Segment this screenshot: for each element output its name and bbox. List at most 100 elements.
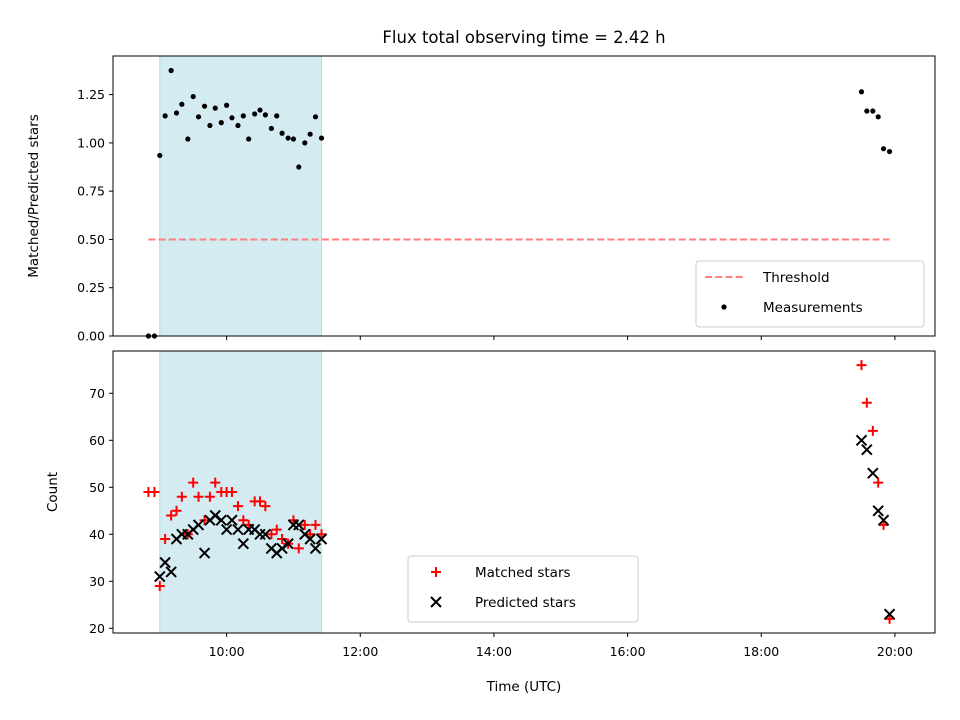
data-point — [220, 523, 233, 536]
data-point — [201, 103, 208, 109]
y-tick-label: 40 — [89, 527, 105, 542]
data-point — [149, 487, 160, 497]
data-point — [856, 360, 867, 371]
data-point — [312, 114, 319, 120]
x-tick-label: 12:00 — [342, 644, 378, 659]
data-point — [204, 491, 215, 502]
x-axis-label: Time (UTC) — [486, 679, 562, 695]
data-point — [252, 111, 258, 117]
data-point — [855, 434, 868, 447]
data-point — [260, 501, 271, 512]
data-point — [235, 122, 241, 129]
data-point — [293, 543, 304, 554]
data-point — [282, 537, 294, 550]
data-point — [279, 130, 285, 136]
data-point — [880, 146, 887, 152]
bottom-panel: 20 30 40 50 60 70 10:00 12:00 14:00 16:00 18:00 20:… — [45, 350, 936, 695]
data-point — [309, 542, 322, 555]
y-tick-label: 0.25 — [77, 280, 105, 295]
data-point — [873, 477, 884, 488]
data-point — [207, 122, 213, 129]
data-point — [310, 519, 321, 530]
data-point — [165, 566, 177, 578]
y-tick-label: 50 — [89, 480, 105, 495]
data-point — [268, 125, 274, 132]
data-point — [861, 443, 873, 456]
data-point — [185, 136, 191, 142]
series-measurements — [145, 67, 893, 339]
y-tick-label: 0.75 — [77, 184, 105, 199]
legend-handle-predicted — [430, 596, 442, 608]
data-point — [157, 152, 163, 159]
legend-handle-matched — [431, 567, 441, 577]
data-point — [162, 113, 168, 119]
data-point — [296, 164, 302, 170]
x-tick-label: 10:00 — [209, 644, 245, 659]
data-point — [285, 135, 291, 141]
data-point — [883, 608, 896, 620]
data-point — [861, 397, 872, 408]
data-point — [173, 110, 180, 116]
data-point — [266, 529, 277, 540]
y-tick-label: 0.00 — [77, 329, 105, 344]
y-tick-label: 0.50 — [77, 232, 105, 247]
legend: Threshold Measurements — [695, 260, 925, 328]
x-tick-label: 18:00 — [743, 644, 779, 659]
data-point — [262, 112, 268, 118]
data-point — [224, 102, 230, 108]
y-tick-label: 1.25 — [77, 87, 105, 102]
data-point — [867, 467, 879, 479]
legend-handle-measurements — [721, 304, 727, 310]
data-point — [199, 515, 210, 526]
data-point — [176, 491, 187, 502]
y-tick-label: 20 — [89, 621, 105, 636]
y-axis-label: Matched/Predicted stars — [26, 114, 42, 277]
data-point — [226, 514, 238, 526]
data-point — [277, 534, 288, 544]
data-point — [886, 148, 893, 155]
data-point — [229, 115, 235, 121]
legend: Matched stars Predicted stars — [407, 555, 639, 623]
data-point — [171, 505, 182, 516]
data-point — [195, 114, 202, 120]
data-point — [168, 67, 174, 74]
data-point — [237, 537, 250, 550]
data-point — [858, 89, 865, 95]
data-point — [190, 93, 196, 100]
y-tick-label: 60 — [89, 433, 105, 448]
data-point — [154, 570, 166, 583]
data-point — [212, 105, 218, 111]
data-point — [290, 136, 297, 142]
data-point — [315, 533, 328, 545]
data-point — [179, 101, 185, 107]
data-point — [192, 519, 205, 531]
shaded-region — [159, 55, 323, 337]
data-point — [867, 425, 878, 436]
legend-label: Matched stars — [475, 565, 571, 581]
x-tick-label: 20:00 — [877, 644, 913, 659]
data-point — [271, 524, 282, 535]
data-point — [232, 523, 244, 536]
data-point — [246, 136, 252, 142]
chart-title: Flux total observing time = 2.42 h — [382, 28, 665, 47]
data-point — [226, 487, 237, 497]
data-point — [872, 505, 884, 517]
y-tick-label: 1.00 — [77, 135, 105, 150]
legend-box — [695, 260, 925, 328]
data-point — [877, 514, 890, 526]
x-tick-label: 14:00 — [476, 644, 512, 659]
legend-label: Predicted stars — [475, 595, 576, 611]
data-point — [307, 131, 313, 137]
data-point — [154, 581, 165, 591]
legend-label: Measurements — [763, 300, 863, 316]
series-predicted-stars — [154, 434, 896, 620]
data-point — [210, 477, 221, 488]
data-point — [870, 108, 876, 114]
y-tick-label: 70 — [89, 386, 105, 401]
data-point — [304, 533, 316, 545]
data-point — [166, 510, 177, 521]
data-point — [259, 528, 272, 541]
data-point — [238, 515, 249, 526]
plot-frame — [112, 350, 936, 634]
